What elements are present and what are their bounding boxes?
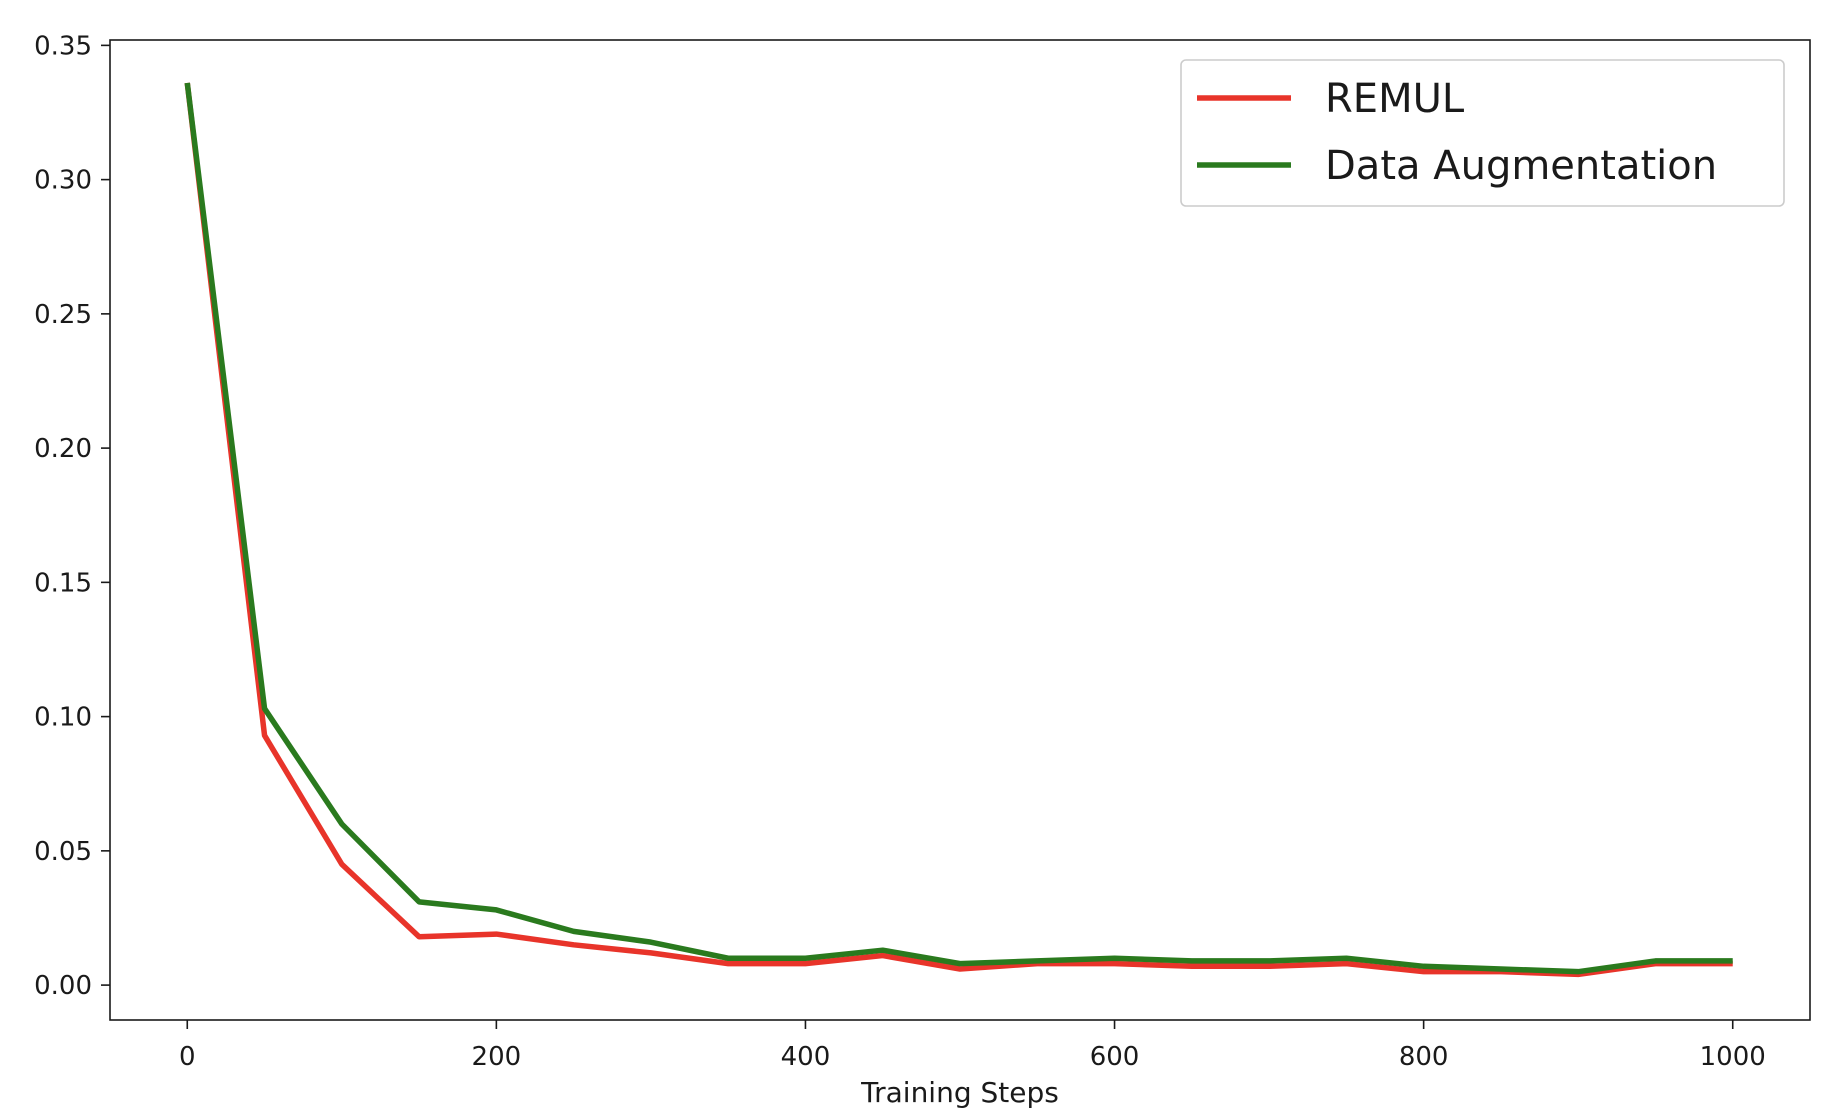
y-tick-label: 0.25 [34, 300, 92, 330]
y-tick-label: 0.00 [34, 971, 92, 1001]
y-tick-label: 0.35 [34, 31, 92, 61]
x-tick-label: 200 [472, 1042, 522, 1072]
x-tick-label: 400 [781, 1042, 831, 1072]
legend: REMUL Data Augmentation [1180, 59, 1785, 207]
series-line-2 [184, 82, 1733, 975]
y-axis: 0.00 0.05 0.10 0.15 0.20 0.25 0.30 0.35 [34, 31, 110, 1001]
y-tick-label: 0.30 [34, 166, 92, 196]
y-tick-label: 0.20 [34, 434, 92, 464]
y-tick-label: 0.15 [34, 568, 92, 598]
x-tick-label: 600 [1090, 1042, 1140, 1072]
x-tick-label: 800 [1399, 1042, 1449, 1072]
x-tick-label: 1000 [1700, 1042, 1766, 1072]
plot-area-frame [109, 39, 1811, 1021]
legend-box [1180, 59, 1785, 207]
y-tick-label: 0.05 [34, 837, 92, 867]
legend-items: REMUL Data Augmentation [1197, 76, 1717, 189]
x-axis-label: Training Steps [860, 1076, 1059, 1109]
y-tick-label: 0.10 [34, 703, 92, 733]
x-axis: 0 200 400 600 800 1000 [179, 1020, 1766, 1072]
legend-label-2: Data Augmentation [1325, 143, 1717, 189]
x-tick-label: 0 [179, 1042, 196, 1072]
legend-label-1: REMUL [1325, 76, 1465, 122]
series-line-1 [184, 82, 1733, 978]
series-layer [184, 82, 1733, 978]
